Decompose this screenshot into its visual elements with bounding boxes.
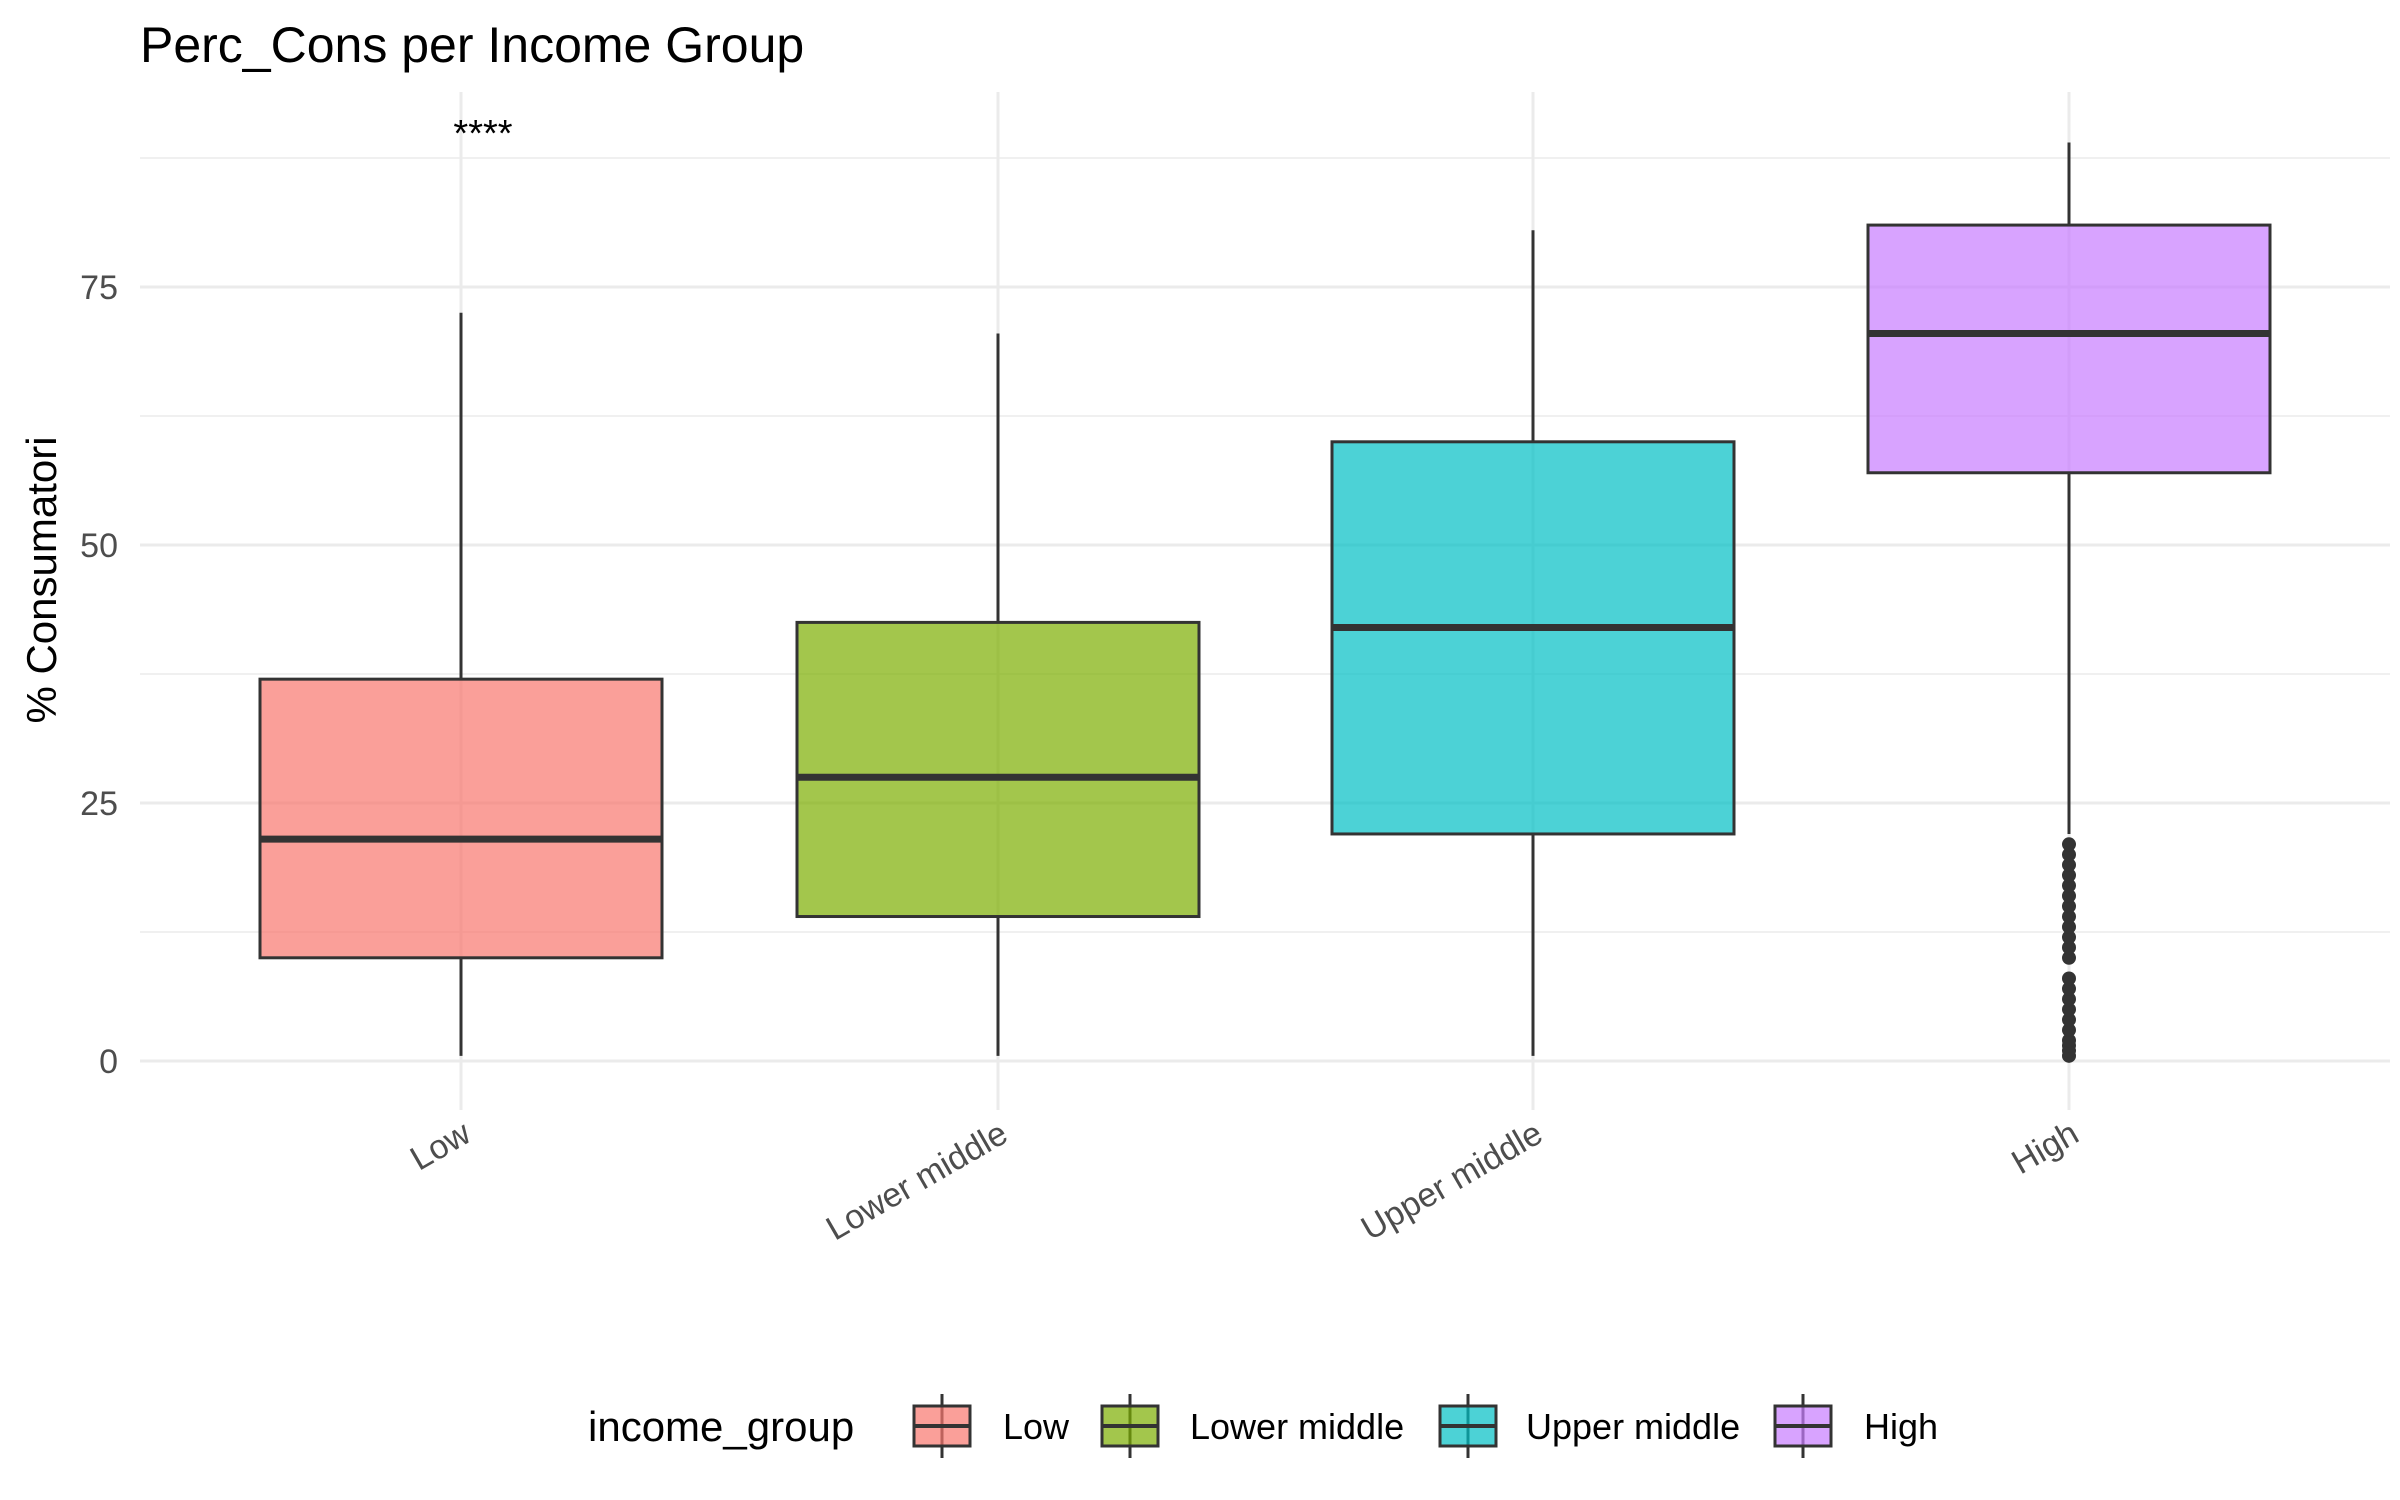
legend-label: Low bbox=[1003, 1406, 1070, 1447]
legend: income_group Low Lower middle Upper middle… bbox=[588, 1394, 1938, 1458]
outlier-point bbox=[2062, 1012, 2076, 1027]
legend-item-upper-middle: Upper middle bbox=[1438, 1394, 1740, 1458]
chart-title: Perc_Cons per Income Group bbox=[140, 17, 804, 73]
box-high bbox=[1866, 142, 2272, 1063]
y-axis-title: % Consumatori bbox=[18, 436, 65, 723]
outlier-point bbox=[2062, 992, 2076, 1007]
x-tick-label: High bbox=[2005, 1114, 2085, 1182]
outlier-point bbox=[2062, 899, 2076, 914]
box-body bbox=[258, 677, 664, 960]
outlier-point bbox=[2062, 1023, 2076, 1038]
box-upper-middle bbox=[1330, 230, 1736, 1056]
outlier-point bbox=[2062, 919, 2076, 934]
outlier-point bbox=[2062, 1033, 2076, 1048]
y-tick-labels: 0 25 50 75 bbox=[80, 269, 118, 1081]
outlier-point bbox=[2062, 847, 2076, 862]
legend-item-low: Low bbox=[912, 1394, 1070, 1458]
significance-annotation: **** bbox=[453, 113, 512, 155]
x-tick-label: Upper middle bbox=[1355, 1114, 1549, 1248]
legend-item-high: High bbox=[1773, 1394, 1938, 1458]
outlier-point bbox=[2062, 857, 2076, 872]
outlier-point bbox=[2062, 981, 2076, 996]
annotations: **** bbox=[453, 113, 512, 155]
boxes bbox=[258, 142, 2272, 1063]
x-tick-label: Low bbox=[404, 1114, 477, 1178]
outlier-point bbox=[2062, 837, 2076, 852]
outlier-point bbox=[2062, 888, 2076, 903]
x-tick-label: Lower middle bbox=[820, 1114, 1014, 1248]
legend-label: High bbox=[1864, 1406, 1938, 1447]
outlier-point bbox=[2062, 971, 2076, 986]
box-lower-middle bbox=[795, 333, 1201, 1056]
legend-label: Upper middle bbox=[1526, 1406, 1740, 1447]
legend-label: Lower middle bbox=[1190, 1406, 1404, 1447]
legend-item-lower-middle: Lower middle bbox=[1100, 1394, 1404, 1458]
legend-title: income_group bbox=[588, 1403, 854, 1450]
box-body bbox=[795, 620, 1201, 919]
box-low bbox=[258, 312, 664, 1056]
legend-items: Low Lower middle Upper middle High bbox=[912, 1394, 1938, 1458]
outlier-point bbox=[2062, 868, 2076, 883]
y-tick-label: 0 bbox=[99, 1043, 118, 1081]
box-body bbox=[1866, 223, 2272, 475]
outlier-point bbox=[2062, 950, 2076, 965]
outlier-point bbox=[2062, 940, 2076, 955]
outlier-point bbox=[2062, 878, 2076, 893]
outlier-point bbox=[2062, 1002, 2076, 1017]
y-tick-label: 75 bbox=[80, 269, 118, 307]
outlier-point bbox=[2062, 909, 2076, 924]
x-tick-labels: Low Lower middle Upper middle High bbox=[404, 1114, 2085, 1248]
outlier-point bbox=[2062, 930, 2076, 945]
y-tick-label: 50 bbox=[80, 527, 118, 565]
box-body bbox=[1330, 440, 1736, 836]
y-tick-label: 25 bbox=[80, 785, 118, 823]
